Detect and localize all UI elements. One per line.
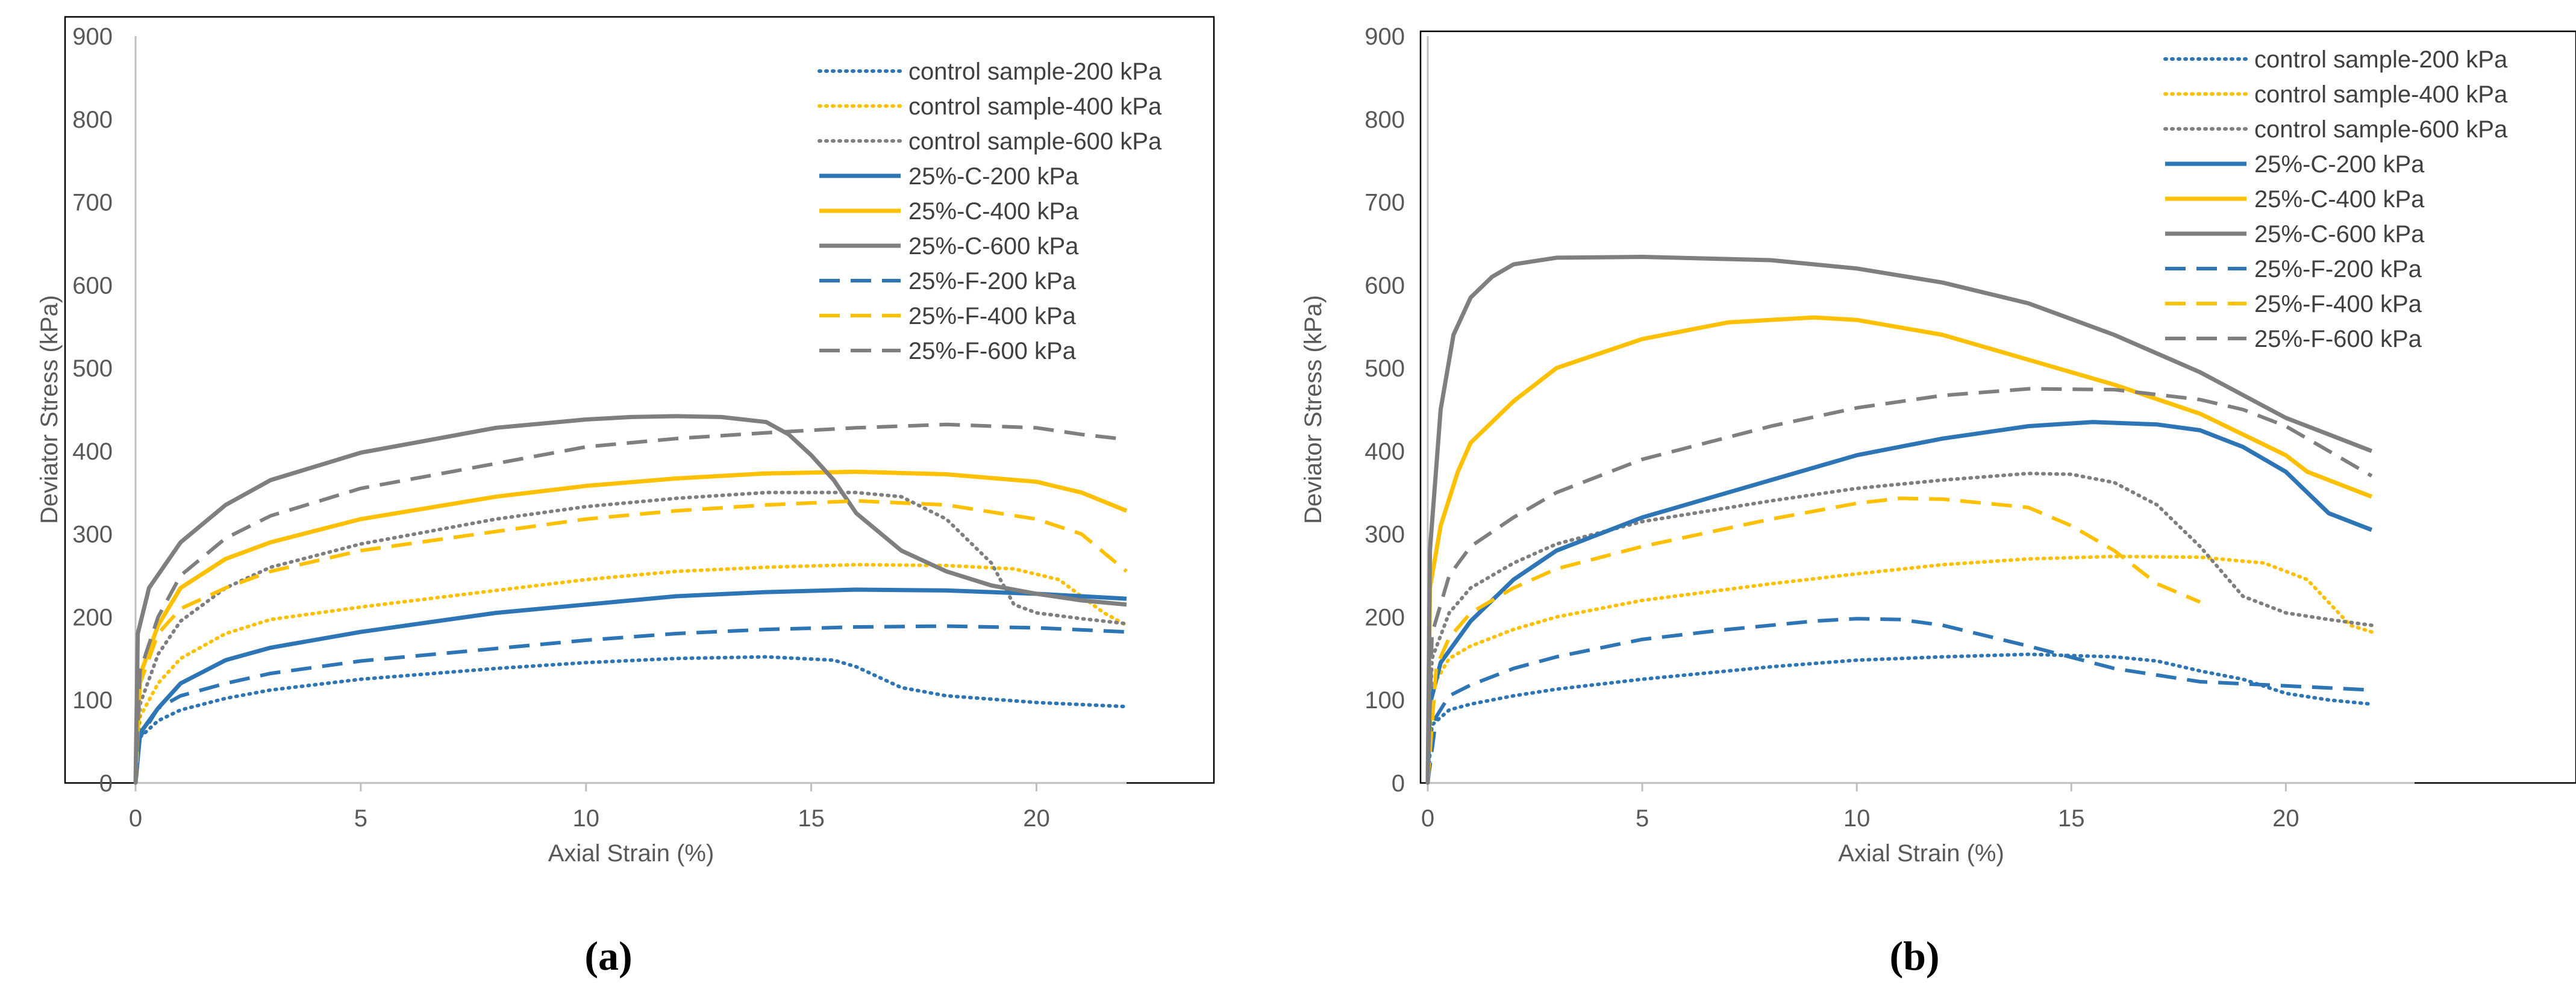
y-tick-label: 800 xyxy=(1365,107,1405,133)
legend-label: control sample-600 kPa xyxy=(2254,116,2508,143)
series-line-25-f-200-kpa xyxy=(1426,617,2372,784)
series-line-control-sample-200-kpa xyxy=(134,655,1128,785)
series-line-25-f-400-kpa xyxy=(134,499,1128,784)
y-tick-label: 900 xyxy=(72,23,113,50)
series-line-control-sample-400-kpa xyxy=(134,563,1128,785)
y-tick-label: 500 xyxy=(72,355,113,382)
series-line-25-c-200-kpa xyxy=(1425,420,2373,784)
y-axis-title: Deviator Stress (kPa) xyxy=(1300,295,1327,524)
y-axis-title: Deviator Stress (kPa) xyxy=(36,295,63,524)
series-line-25-c-400-kpa xyxy=(1425,315,2373,784)
legend-label: 25%-C-200 kPa xyxy=(2254,151,2425,178)
y-tick-label: 500 xyxy=(1365,355,1405,382)
series-line-control-sample-400-kpa xyxy=(1426,554,2374,785)
series-line-25-c-400-kpa xyxy=(133,469,1128,784)
plot-frame xyxy=(1419,30,2576,784)
legend-label: 25%-F-200 kPa xyxy=(908,268,1077,295)
x-tick-label: 5 xyxy=(354,805,367,832)
y-tick-label: 700 xyxy=(72,190,113,216)
y-tick-label: 700 xyxy=(1365,190,1405,216)
legend-label: control sample-200 kPa xyxy=(2254,46,2508,73)
series-line-25-f-200-kpa xyxy=(134,624,1127,784)
y-tick-label: 300 xyxy=(72,522,113,548)
x-tick-label: 15 xyxy=(2058,805,2085,832)
x-tick-label: 20 xyxy=(1023,805,1050,832)
x-tick-label: 10 xyxy=(1843,805,1871,832)
chart-panel-a: 0 100 200 300 400 500 600 700 800 900 0 5 10 15 20 Axia… xyxy=(36,16,1215,979)
legend-label: 25%-F-400 kPa xyxy=(2254,291,2422,317)
legend-label: 25%-F-400 kPa xyxy=(908,303,1077,329)
x-axis-title: Axial Strain (%) xyxy=(548,840,714,867)
y-tick-label: 0 xyxy=(1392,770,1405,797)
x-axis-title: Axial Strain (%) xyxy=(1838,840,2004,867)
chart-b-svg: 0 100 200 300 400 500 600 700 800 900 0 5 10 15 20 Axia… xyxy=(1300,23,2576,867)
caption-b: (b) xyxy=(1889,933,1940,979)
series-line-control-sample-600-kpa xyxy=(134,490,1128,785)
x-tick-label: 20 xyxy=(2272,805,2299,832)
legend-label: control sample-200 kPa xyxy=(908,58,1162,85)
y-tick-label: 200 xyxy=(72,604,113,631)
legend-label: control sample-400 kPa xyxy=(908,93,1162,120)
legend-label: 25%-C-600 kPa xyxy=(908,233,1079,260)
y-tick-label: 100 xyxy=(1365,687,1405,714)
series-line-25-f-400-kpa xyxy=(1426,496,2201,784)
series-line-25-c-600-kpa xyxy=(1425,255,2373,784)
y-tick-label: 200 xyxy=(1365,604,1405,631)
legend-label: 25%-F-200 kPa xyxy=(2254,256,2422,282)
y-tick-label: 600 xyxy=(1365,272,1405,299)
y-tick-label: 300 xyxy=(1365,522,1405,548)
legend-label: control sample-600 kPa xyxy=(908,128,1162,155)
y-tick-label: 400 xyxy=(72,438,113,465)
legend-label: control sample-400 kPa xyxy=(2254,81,2508,108)
y-tick-label: 800 xyxy=(72,107,113,133)
legend-label: 25%-F-600 kPa xyxy=(2254,326,2422,352)
chart-panel-b: 0 100 200 300 400 500 600 700 800 900 0 5 10 15 20 Axia… xyxy=(1288,0,2576,1007)
legend-label: 25%-C-200 kPa xyxy=(908,163,1079,190)
legend-label: 25%-C-400 kPa xyxy=(908,198,1079,225)
y-tick-label: 100 xyxy=(72,687,113,714)
y-tick-label: 0 xyxy=(99,770,113,797)
y-tick-label: 400 xyxy=(1365,438,1405,465)
legend-label: 25%-F-600 kPa xyxy=(908,338,1077,364)
legend-label: 25%-C-400 kPa xyxy=(2254,186,2425,213)
y-tick-label: 600 xyxy=(72,272,113,299)
series-line-control-sample-200-kpa xyxy=(1426,652,2374,785)
x-tick-label: 15 xyxy=(798,805,825,832)
chart-a-svg: 0 100 200 300 400 500 600 700 800 900 0 5 10 15 20 Axia… xyxy=(36,16,1215,867)
series-line-25-f-600-kpa xyxy=(1426,387,2373,784)
caption-a: (a) xyxy=(584,933,633,979)
series-line-25-c-200-kpa xyxy=(133,587,1127,784)
x-tick-label: 10 xyxy=(572,805,599,832)
legend-label: 25%-C-600 kPa xyxy=(2254,221,2425,248)
x-tick-label: 5 xyxy=(1636,805,1649,832)
series-line-25-c-600-kpa xyxy=(133,414,1127,784)
x-tick-label: 0 xyxy=(1421,805,1434,832)
series-line-control-sample-600-kpa xyxy=(1426,472,2374,785)
x-tick-label: 0 xyxy=(129,805,142,832)
y-tick-label: 900 xyxy=(1365,23,1405,50)
series-line-25-f-600-kpa xyxy=(134,422,1127,784)
